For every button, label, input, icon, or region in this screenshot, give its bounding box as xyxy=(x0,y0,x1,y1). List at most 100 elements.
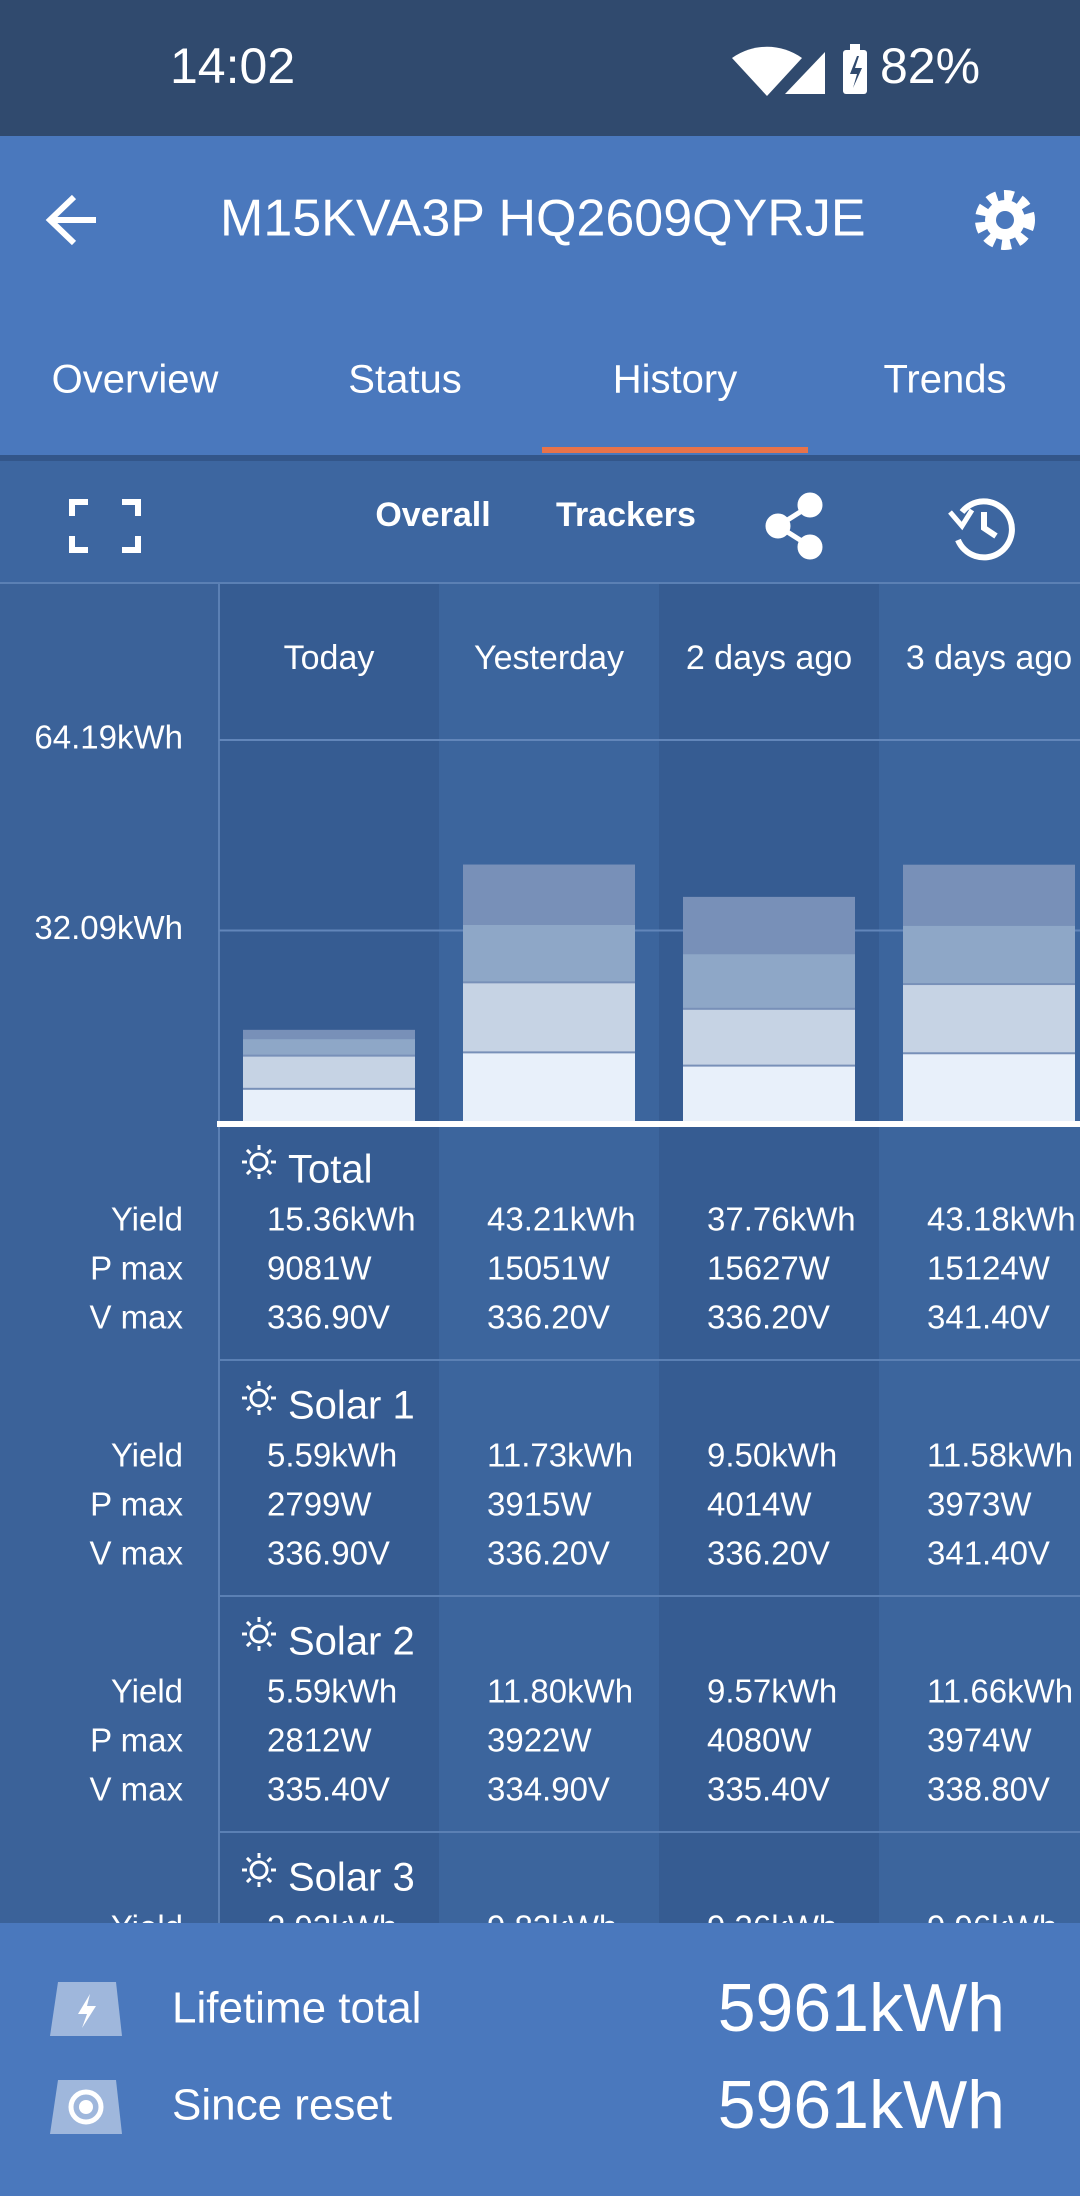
sun-ray xyxy=(245,1148,252,1155)
view-option[interactable]: Overall xyxy=(375,496,490,534)
battery-level: 82% xyxy=(880,38,980,94)
table-value: 335.40V xyxy=(267,1771,390,1808)
sun-ray xyxy=(266,1384,273,1391)
tab-indicator xyxy=(542,447,808,453)
sun-ray xyxy=(266,1620,273,1627)
sun-ray xyxy=(266,1877,273,1884)
view-option[interactable]: Trackers xyxy=(556,496,696,534)
table-value: 336.90V xyxy=(267,1535,390,1572)
sun-ray xyxy=(245,1641,252,1648)
sun-icon xyxy=(249,1152,269,1172)
row-label: Yield xyxy=(111,1437,183,1474)
bar-segment xyxy=(683,954,855,1008)
bar-segment xyxy=(903,925,1075,984)
table-value: 341.40V xyxy=(927,1299,1050,1336)
table-value: 336.20V xyxy=(707,1299,830,1336)
tracker-name: Total xyxy=(288,1148,373,1192)
sun-ray xyxy=(245,1877,252,1884)
view-switch: Overall Trackers xyxy=(375,496,696,534)
table-value: 334.90V xyxy=(487,1771,610,1808)
reset-label: Since reset xyxy=(172,2081,392,2130)
row-label: Yield xyxy=(111,1673,183,1710)
column-stripe xyxy=(879,584,1080,1924)
tracker-name: Solar 1 xyxy=(288,1384,415,1428)
bar-segment xyxy=(683,1009,855,1065)
column-header: Yesterday xyxy=(474,639,624,677)
app-bar xyxy=(0,136,1080,455)
device-title: M15KVA3P HQ2609QYRJE xyxy=(220,190,866,248)
table-value: 335.40V xyxy=(707,1771,830,1808)
table-value: 37.76kWh xyxy=(707,1201,856,1238)
table-value: 43.21kWh xyxy=(487,1201,636,1238)
row-label: V max xyxy=(89,1535,183,1572)
table-value: 4080W xyxy=(707,1722,812,1759)
table-value: 3973W xyxy=(927,1486,1032,1523)
status-bar xyxy=(0,0,1080,136)
table-value: 2812W xyxy=(267,1722,372,1759)
row-label: V max xyxy=(89,1299,183,1336)
sun-ray xyxy=(245,1384,252,1391)
share-button[interactable] xyxy=(765,492,823,560)
table-value: 336.20V xyxy=(707,1535,830,1572)
sun-ray xyxy=(266,1856,273,1863)
y-tick-label: 32.09kWh xyxy=(34,909,183,946)
y-tick-label: 64.19kWh xyxy=(34,719,183,756)
sun-ray xyxy=(266,1641,273,1648)
sun-ray xyxy=(245,1620,252,1627)
column-header: 3 days ago xyxy=(906,639,1072,677)
lifetime-value: 5961kWh xyxy=(718,1970,1005,2046)
tab[interactable]: Overview xyxy=(52,358,219,402)
tracker-name: Solar 3 xyxy=(288,1856,415,1900)
row-label: P max xyxy=(90,1486,183,1523)
history-button[interactable] xyxy=(948,498,1015,561)
sun-icon xyxy=(249,1860,269,1880)
table-value: 11.66kWh xyxy=(927,1673,1073,1710)
table-value: 11.73kWh xyxy=(487,1437,633,1474)
settings-button[interactable] xyxy=(975,190,1035,250)
back-button[interactable] xyxy=(45,194,96,246)
table-value: 2799W xyxy=(267,1486,372,1523)
table-value: 5.59kWh xyxy=(267,1437,397,1474)
tab[interactable]: Trends xyxy=(883,358,1006,402)
footer-background xyxy=(0,1923,1080,2196)
bar-segment xyxy=(463,983,635,1052)
row-label: P max xyxy=(90,1722,183,1759)
sun-ray xyxy=(245,1405,252,1412)
table-value: 4014W xyxy=(707,1486,812,1523)
bar-segment xyxy=(243,1056,415,1088)
tab[interactable]: History xyxy=(613,358,737,402)
footer: Lifetime total 5961kWh Since reset 5961k… xyxy=(0,1923,1080,2196)
column-header: 2 days ago xyxy=(686,639,852,677)
sun-ray xyxy=(266,1169,273,1176)
table-value: 15051W xyxy=(487,1250,611,1287)
column-header: Today xyxy=(284,639,375,677)
table-value: 336.90V xyxy=(267,1299,390,1336)
tracker-name: Solar 2 xyxy=(288,1620,415,1664)
sun-ray xyxy=(266,1405,273,1412)
table-value: 3974W xyxy=(927,1722,1032,1759)
table-value: 15627W xyxy=(707,1250,831,1287)
row-label: Yield xyxy=(111,1201,183,1238)
table-value: 3922W xyxy=(487,1722,592,1759)
clock: 14:02 xyxy=(170,38,295,94)
lifetime-label: Lifetime total xyxy=(172,1984,421,2033)
toolbar-shadow xyxy=(0,455,1080,461)
toolbar xyxy=(0,455,1080,583)
table-value: 11.58kWh xyxy=(927,1437,1073,1474)
table-value: 15.36kWh xyxy=(267,1201,416,1238)
content: 64.19kWh 32.09kWh Today Yesterday 2 days ago… xyxy=(0,583,1080,1946)
sun-ray xyxy=(245,1856,252,1863)
bar-segment xyxy=(683,1066,855,1121)
fullscreen-button[interactable] xyxy=(69,499,141,553)
row-label: P max xyxy=(90,1250,183,1287)
tab[interactable]: Status xyxy=(348,358,461,402)
reset-value: 5961kWh xyxy=(718,2067,1005,2143)
table-value: 9081W xyxy=(267,1250,372,1287)
table-value: 43.18kWh xyxy=(927,1201,1076,1238)
sun-ray xyxy=(245,1169,252,1176)
table-value: 15124W xyxy=(927,1250,1051,1287)
table-value: 336.20V xyxy=(487,1535,610,1572)
tab-bar: Overview Status History Trends xyxy=(52,358,1007,453)
